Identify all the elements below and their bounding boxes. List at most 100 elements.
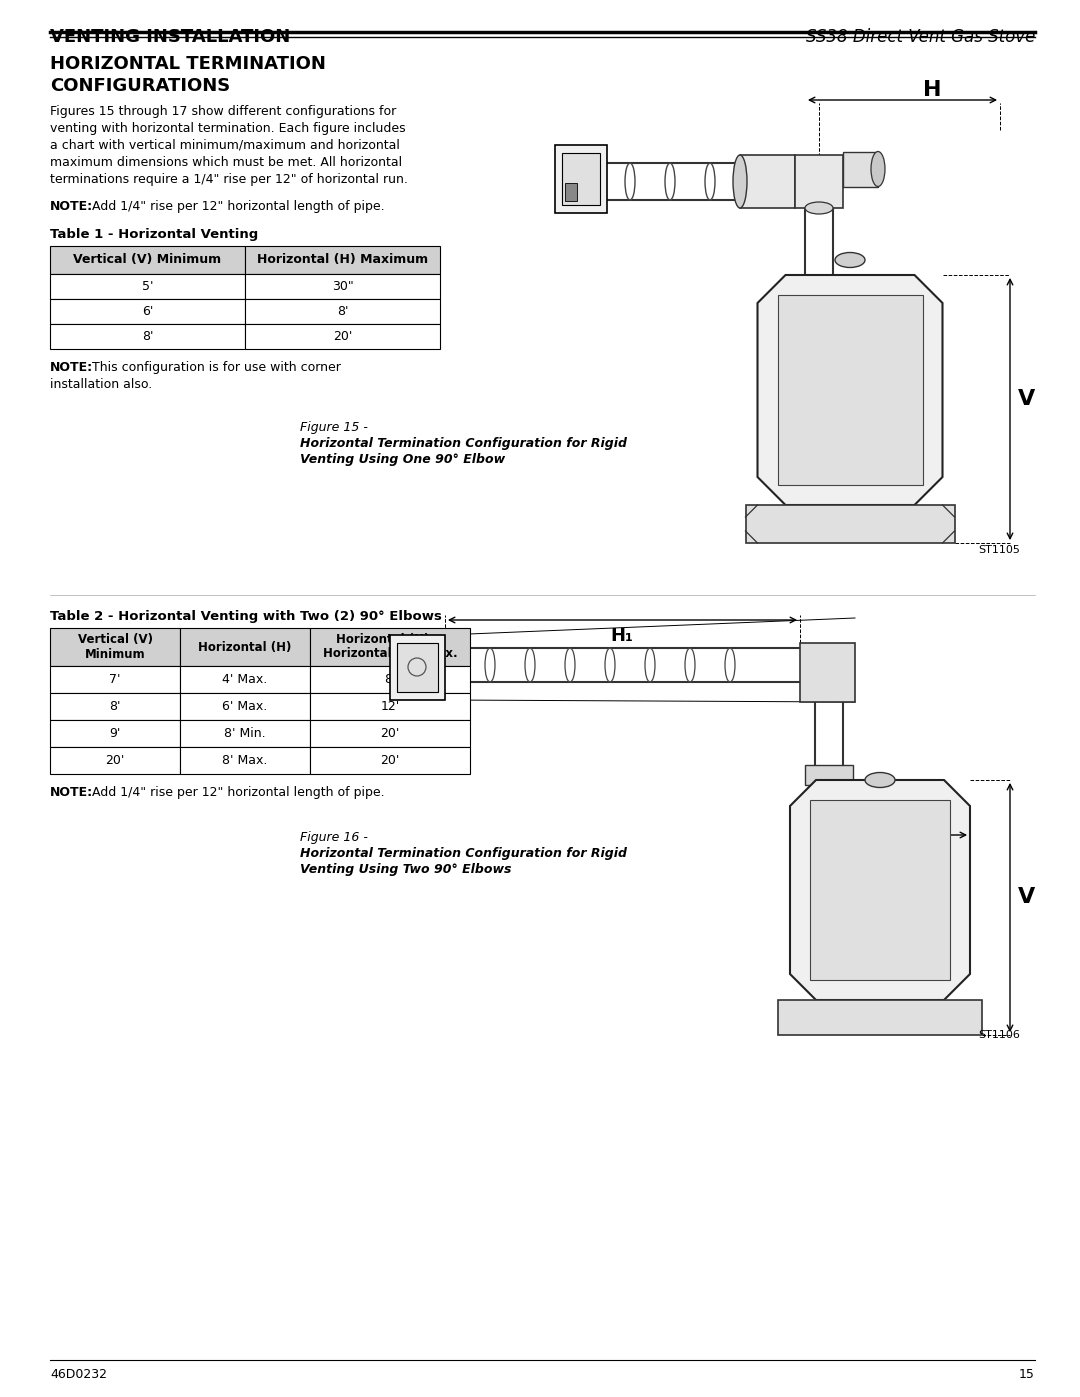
Bar: [245, 246, 440, 274]
Text: Horizontal Termination Configuration for Rigid: Horizontal Termination Configuration for…: [300, 437, 627, 450]
Text: 5': 5': [141, 279, 153, 293]
Text: ST1106: ST1106: [978, 1030, 1020, 1039]
Text: installation also.: installation also.: [50, 379, 152, 391]
Text: VENTING INSTALLATION: VENTING INSTALLATION: [50, 28, 291, 46]
Text: venting with horizontal termination. Each figure includes: venting with horizontal termination. Eac…: [50, 122, 406, 136]
Ellipse shape: [805, 203, 833, 214]
Bar: [800, 643, 855, 703]
Bar: [50, 666, 180, 693]
Text: Add 1/4" rise per 12" horizontal length of pipe.: Add 1/4" rise per 12" horizontal length …: [92, 200, 384, 212]
Text: 20': 20': [380, 726, 400, 740]
Bar: [745, 504, 955, 543]
Text: Minimum: Minimum: [84, 647, 146, 661]
Text: Add 1/4" rise per 12" horizontal length of pipe.: Add 1/4" rise per 12" horizontal length …: [92, 787, 384, 799]
Bar: [50, 274, 245, 299]
Text: 8': 8': [337, 305, 348, 319]
Text: 20': 20': [380, 754, 400, 767]
Text: maximum dimensions which must be met. All horizontal: maximum dimensions which must be met. Al…: [50, 156, 402, 169]
Bar: [390, 636, 445, 700]
Text: 6' Max.: 6' Max.: [222, 700, 268, 712]
Bar: [180, 666, 310, 693]
Text: Figure 16 -: Figure 16 -: [300, 831, 368, 844]
Ellipse shape: [865, 773, 895, 788]
Ellipse shape: [733, 155, 747, 208]
Bar: [397, 643, 438, 692]
Bar: [310, 666, 470, 693]
Bar: [180, 629, 310, 666]
Text: Figures 15 through 17 show different configurations for: Figures 15 through 17 show different con…: [50, 105, 396, 117]
Text: 12': 12': [380, 700, 400, 712]
Text: SS38 Direct Vent Gas Stove: SS38 Direct Vent Gas Stove: [806, 28, 1035, 46]
Bar: [245, 299, 440, 324]
Text: 15: 15: [1020, 1368, 1035, 1382]
Bar: [180, 719, 310, 747]
Text: Horizontal (H) Maximum: Horizontal (H) Maximum: [257, 253, 428, 267]
Text: ST1105: ST1105: [978, 545, 1020, 555]
Bar: [180, 747, 310, 774]
Text: HORIZONTAL TERMINATION: HORIZONTAL TERMINATION: [50, 54, 326, 73]
Bar: [795, 155, 843, 208]
Text: Horizontal (H₁) Max.: Horizontal (H₁) Max.: [323, 647, 457, 661]
Text: 8': 8': [384, 673, 395, 686]
Bar: [740, 155, 795, 208]
Bar: [805, 766, 853, 785]
Text: H₁: H₁: [610, 627, 634, 645]
Bar: [778, 1000, 982, 1035]
Text: NOTE:: NOTE:: [50, 360, 93, 374]
Bar: [310, 747, 470, 774]
Text: 8': 8': [109, 700, 121, 712]
Polygon shape: [757, 275, 943, 504]
Text: 7': 7': [109, 673, 121, 686]
Bar: [50, 324, 245, 349]
Text: a chart with vertical minimum/maximum and horizontal: a chart with vertical minimum/maximum an…: [50, 138, 400, 152]
Bar: [565, 183, 577, 201]
Text: Table 1 - Horizontal Venting: Table 1 - Horizontal Venting: [50, 228, 258, 242]
Text: Horizontal (H): Horizontal (H): [199, 640, 292, 654]
Text: V: V: [1018, 388, 1036, 409]
Text: 8': 8': [141, 330, 153, 344]
Text: 4' Max.: 4' Max.: [222, 673, 268, 686]
Ellipse shape: [835, 253, 865, 267]
Text: NOTE:: NOTE:: [50, 200, 93, 212]
Bar: [245, 324, 440, 349]
Text: Venting Using Two 90° Elbows: Venting Using Two 90° Elbows: [300, 863, 512, 876]
Bar: [50, 719, 180, 747]
Text: This configuration is for use with corner: This configuration is for use with corne…: [92, 360, 341, 374]
Bar: [245, 274, 440, 299]
Bar: [310, 629, 470, 666]
Text: CONFIGURATIONS: CONFIGURATIONS: [50, 77, 230, 95]
Text: terminations require a 1/4" rise per 12" of horizontal run.: terminations require a 1/4" rise per 12"…: [50, 173, 408, 186]
Text: NOTE:: NOTE:: [50, 787, 93, 799]
Text: Horizontal (H) +: Horizontal (H) +: [336, 633, 444, 647]
Text: Vertical (V): Vertical (V): [78, 633, 152, 647]
Text: 20': 20': [333, 330, 352, 344]
Bar: [50, 693, 180, 719]
Text: 46D0232: 46D0232: [50, 1368, 107, 1382]
Bar: [310, 719, 470, 747]
Bar: [810, 800, 950, 981]
Text: Table 2 - Horizontal Venting with Two (2) 90° Elbows: Table 2 - Horizontal Venting with Two (2…: [50, 610, 442, 623]
Text: 30": 30": [332, 279, 353, 293]
Polygon shape: [789, 780, 970, 1000]
Bar: [562, 154, 600, 205]
Text: Venting Using One 90° Elbow: Venting Using One 90° Elbow: [300, 453, 505, 467]
Bar: [778, 295, 922, 485]
Text: V: V: [1018, 887, 1036, 907]
Text: 9': 9': [109, 726, 121, 740]
Text: 20': 20': [106, 754, 124, 767]
Text: H: H: [885, 847, 900, 865]
Ellipse shape: [870, 151, 885, 187]
Bar: [310, 693, 470, 719]
Bar: [180, 693, 310, 719]
Text: Figure 15 -: Figure 15 -: [300, 420, 368, 434]
Bar: [50, 299, 245, 324]
Bar: [50, 246, 245, 274]
Text: 8' Max.: 8' Max.: [222, 754, 268, 767]
Bar: [50, 747, 180, 774]
Text: H: H: [922, 80, 942, 101]
Text: 8' Min.: 8' Min.: [225, 726, 266, 740]
Text: Vertical (V) Minimum: Vertical (V) Minimum: [73, 253, 221, 267]
Text: Horizontal Termination Configuration for Rigid: Horizontal Termination Configuration for…: [300, 847, 627, 861]
Text: 6': 6': [141, 305, 153, 319]
Bar: [50, 629, 180, 666]
